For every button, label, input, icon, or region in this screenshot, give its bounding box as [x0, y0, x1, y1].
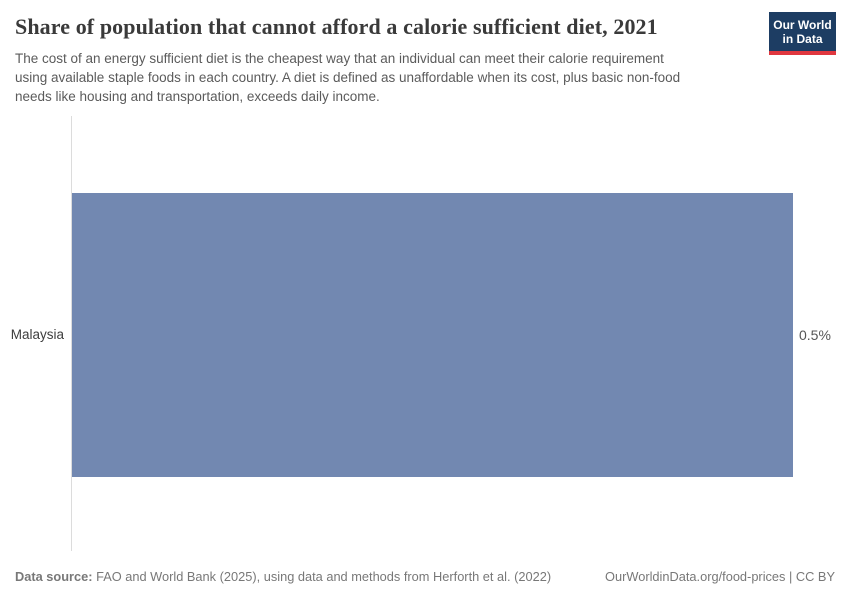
bar-malaysia[interactable] [72, 193, 793, 477]
data-source-label: Data source: [15, 569, 93, 584]
category-label-malaysia: Malaysia [10, 327, 64, 342]
data-source-text: FAO and World Bank (2025), using data an… [92, 569, 552, 584]
y-axis-line [71, 116, 72, 551]
data-source-note: Data source: FAO and World Bank (2025), … [15, 569, 551, 584]
owid-logo-line1: Our World [773, 18, 832, 32]
page-title: Share of population that cannot afford a… [15, 14, 658, 39]
chart-subtitle: The cost of an energy sufficient diet is… [15, 51, 681, 104]
owid-logo-line2: in Data [782, 32, 823, 46]
owid-logo[interactable]: Our World in Data [769, 12, 836, 55]
footer-link[interactable]: OurWorldinData.org/food-prices | CC BY [605, 569, 835, 584]
value-label: 0.5% [799, 327, 831, 343]
plot-area [71, 116, 793, 551]
